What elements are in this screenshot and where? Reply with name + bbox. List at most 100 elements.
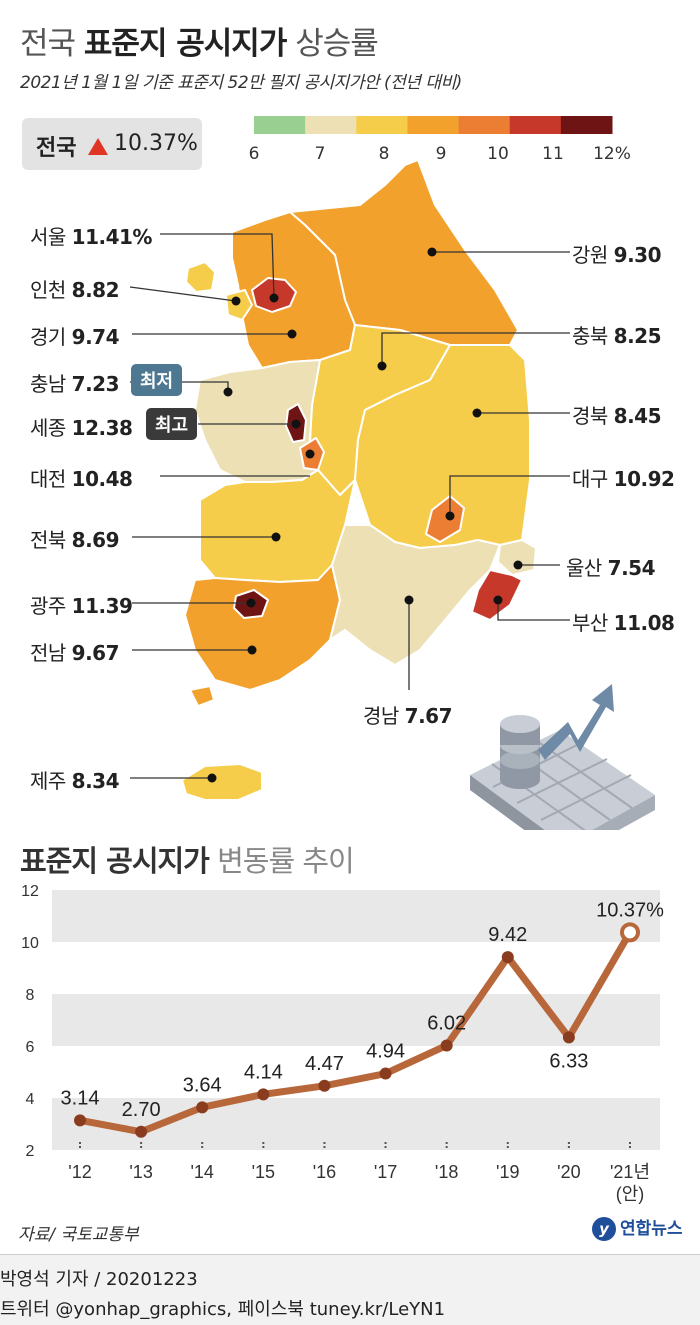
x-tick-label: '17 <box>374 1162 397 1182</box>
region-dots <box>207 247 523 783</box>
label-busan: 부산 11.08 <box>572 611 675 635</box>
label-chungbuk: 충북 8.25 <box>572 324 662 348</box>
national-value: 10.37% <box>114 131 198 156</box>
value-label: 6.02 <box>427 1012 466 1034</box>
social-links: 트위터 @yonhap_graphics, 페이스북 tuney.kr/LeYN… <box>0 1299 446 1320</box>
legend-label-10: 10 <box>487 144 509 164</box>
footer: 박영석 기자 / 20201223 트위터 @yonhap_graphics, … <box>0 1254 700 1325</box>
chart-title-light: 변동률 추이 <box>217 844 355 878</box>
y-tick-label: 10 <box>21 935 39 952</box>
x-tick-label: '19 <box>496 1162 519 1182</box>
chart-band-2 <box>52 890 660 942</box>
value-label: 6.33 <box>549 1050 588 1072</box>
legend-bar <box>254 116 613 134</box>
data-point <box>257 1088 270 1101</box>
y-tick-label: 12 <box>21 883 39 900</box>
up-triangle-icon <box>88 138 108 155</box>
legend-swatch-0 <box>254 116 306 134</box>
value-label: 9.42 <box>488 924 527 946</box>
label-daegu: 대구 10.92 <box>572 467 675 491</box>
x-tick-label: '16 <box>313 1162 336 1182</box>
series-line <box>76 928 634 1136</box>
value-label: 3.14 <box>61 1087 100 1109</box>
y-tick-label: 8 <box>26 987 35 1004</box>
data-point <box>318 1079 331 1092</box>
legend-label-11: 11 <box>542 144 564 164</box>
region-ulsan <box>497 539 537 576</box>
region-jeju <box>181 763 263 801</box>
region-incheon <box>225 289 253 321</box>
x-tick-label-sub: (안) <box>616 1184 645 1204</box>
value-label: 2.70 <box>122 1099 161 1121</box>
x-tick-label: '21년 <box>610 1162 650 1182</box>
trend-line-chart: 2 4 6 8 10 12 '12 '13 '14 '15 '16 '17 '18 '19 '20 '21년… <box>21 883 664 1204</box>
label-gwangju: 광주 11.39 <box>30 594 133 618</box>
label-ulsan: 울산 7.54 <box>566 556 656 580</box>
label-gangwon: 강원 9.30 <box>572 243 662 267</box>
label-gyeongnam: 경남 7.67 <box>363 704 453 728</box>
growth-illustration <box>470 684 655 830</box>
legend-label-9: 9 <box>435 144 447 164</box>
label-chungnam: 충남 7.23 <box>30 372 120 396</box>
legend-label-12: 12% <box>593 144 631 164</box>
page-title: 전국 표준지 공시지가 상승률 <box>20 18 379 63</box>
label-seoul: 서울 11.41% <box>30 225 152 249</box>
y-tick-label: 2 <box>26 1143 35 1160</box>
island-jeonnam <box>189 685 215 707</box>
national-rate-box: 전국 10.37% <box>22 118 202 170</box>
legend-label-7: 7 <box>314 144 326 164</box>
region-jeonnam <box>184 564 341 691</box>
x-tick-label: '18 <box>435 1162 458 1182</box>
value-label: 4.47 <box>305 1053 344 1075</box>
data-point <box>501 951 514 964</box>
chart-title-bold: 표준지 공시지가 <box>20 844 210 878</box>
yonhap-logo: y 연합뉴스 <box>592 1214 683 1241</box>
label-jeju: 제주 8.34 <box>30 769 120 793</box>
data-point <box>562 1031 575 1044</box>
label-jeonbuk: 전북 8.69 <box>30 528 120 552</box>
x-tick-label: '14 <box>190 1162 213 1182</box>
x-tick-label: '13 <box>129 1162 152 1182</box>
region-gyeongnam <box>329 524 501 666</box>
y-tick-label: 4 <box>26 1091 35 1108</box>
highest-tag: 최고 <box>146 408 198 440</box>
chart-title: 표준지 공시지가 변동률 추이 <box>20 838 355 880</box>
data-point <box>620 922 640 943</box>
legend-swatch-3 <box>407 116 460 134</box>
value-label: 3.64 <box>183 1074 222 1096</box>
source-note: 자료/ 국토교통부 <box>18 1225 139 1245</box>
label-incheon: 인천 8.82 <box>30 278 120 302</box>
x-tick-label: '12 <box>68 1162 91 1182</box>
legend-swatch-5 <box>509 116 562 134</box>
legend-swatch-6 <box>560 116 613 134</box>
title-suffix: 상승률 <box>295 26 379 62</box>
region-busan <box>471 569 523 621</box>
legend-swatch-4 <box>458 116 511 134</box>
legend-label-8: 8 <box>378 144 390 164</box>
label-jeonnam: 전남 9.67 <box>30 641 120 665</box>
x-tick-label: '20 <box>557 1162 580 1182</box>
data-point <box>196 1101 209 1114</box>
national-label: 전국 <box>36 136 77 161</box>
label-gyeongbuk: 경북 8.45 <box>572 404 662 428</box>
byline: 박영석 기자 / 20201223 <box>0 1269 198 1290</box>
label-gyeonggi: 경기 9.74 <box>30 325 120 349</box>
value-label: 10.37% <box>596 899 664 921</box>
korea-map <box>129 159 655 830</box>
page-subtitle: 2021년 1월 1일 기준 표준지 52만 필지 공시지가안 (전년 대비) <box>20 73 462 93</box>
value-label: 4.94 <box>366 1041 405 1063</box>
island-incheon <box>185 261 216 293</box>
y-tick-label: 6 <box>26 1039 35 1056</box>
data-point <box>379 1067 392 1080</box>
x-tick-label: '15 <box>252 1162 275 1182</box>
legend-swatch-1 <box>305 116 357 134</box>
data-point <box>135 1125 148 1138</box>
logo-icon: y <box>592 1217 616 1241</box>
data-point <box>74 1114 86 1127</box>
lowest-tag: 최저 <box>131 364 183 396</box>
title-bold: 표준지 공시지가 <box>83 26 287 62</box>
label-daejeon: 대전 10.48 <box>30 467 133 491</box>
title-prefix: 전국 <box>20 26 76 62</box>
color-legend: 6 7 8 9 10 11 12% <box>0 0 700 170</box>
label-sejong: 세종 12.38 <box>30 416 133 440</box>
